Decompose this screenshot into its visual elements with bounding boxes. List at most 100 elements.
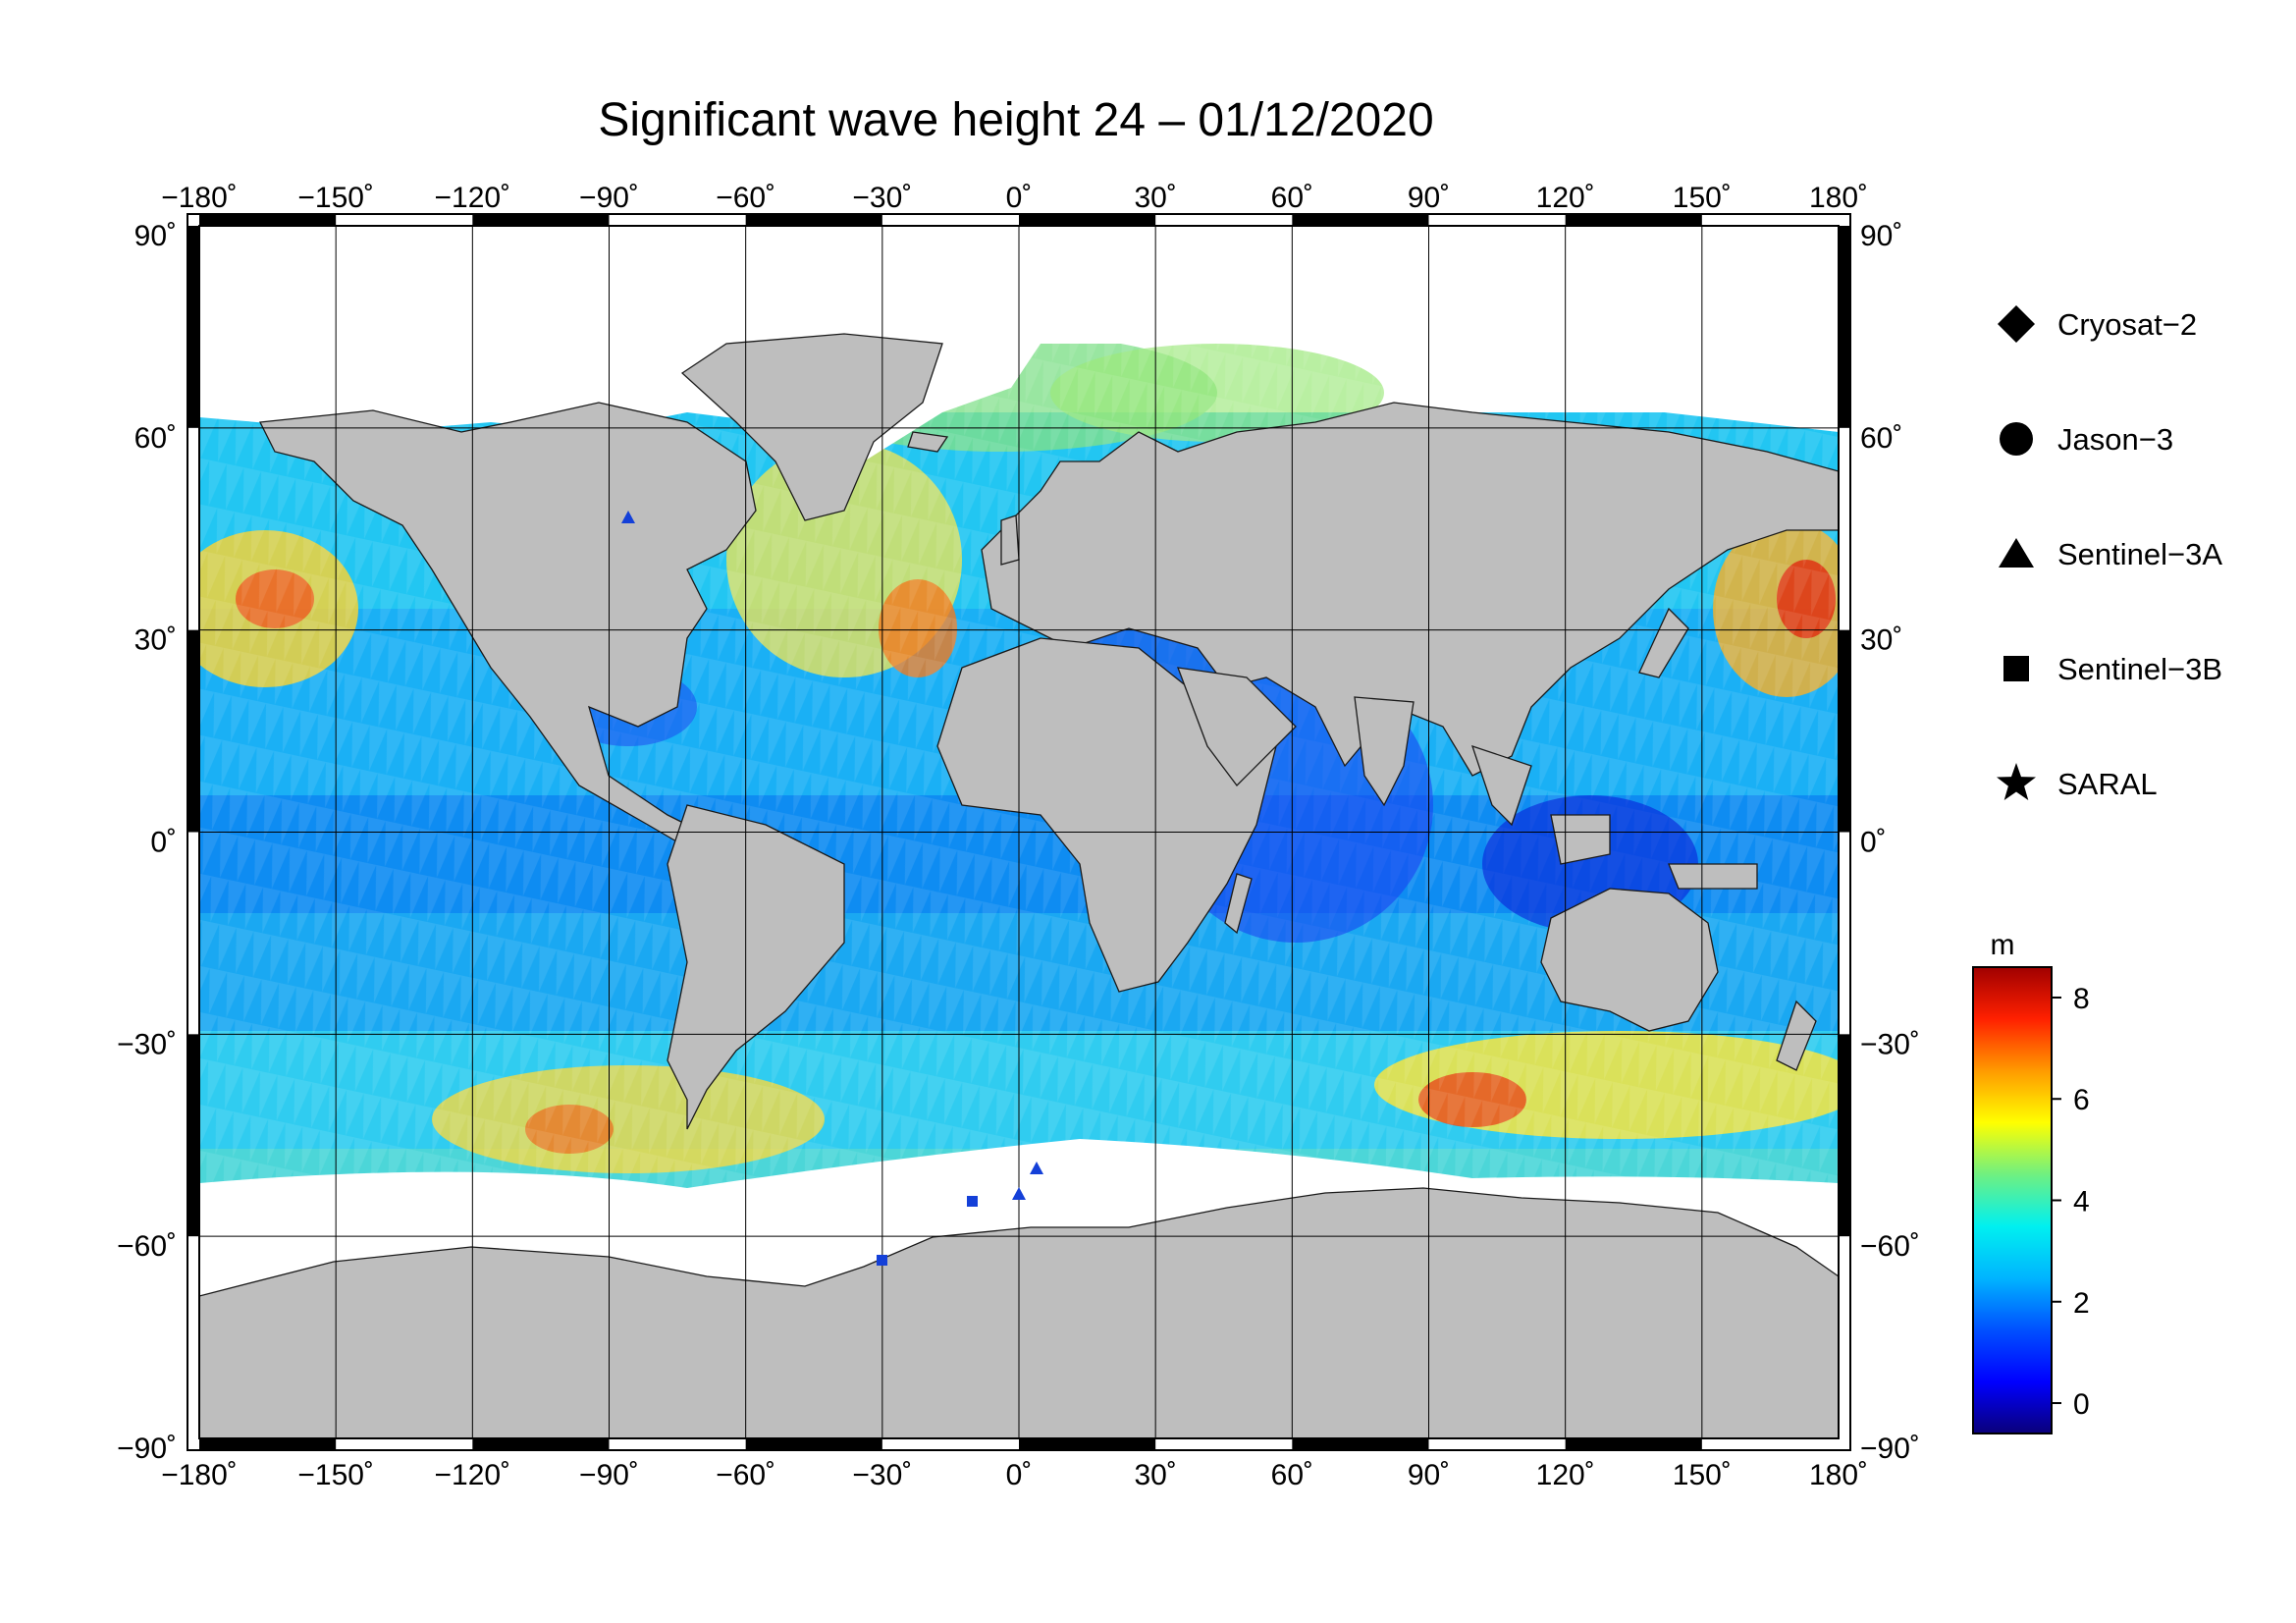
frame-segment <box>1839 1034 1850 1237</box>
longitude-tick-label: −150˚ <box>297 1459 374 1491</box>
frame-segment <box>472 1438 610 1450</box>
longitude-labels-bottom: −180˚ −150˚ −120˚ −90˚ −60˚ −30˚ 0˚ 30˚ 60˚ 90˚ 12… <box>161 1459 1868 1491</box>
longitude-tick-label: −60˚ <box>716 1459 775 1491</box>
frame-segment <box>1292 1438 1429 1450</box>
colorbar-ticks: 0 2 4 6 8 <box>2052 983 2090 1421</box>
latitude-tick-label: 60˚ <box>1860 422 1902 455</box>
longitude-tick-label: −120˚ <box>435 182 511 214</box>
frame-segment <box>745 1438 882 1450</box>
longitude-tick-label: 30˚ <box>1134 182 1176 214</box>
colorbar-tick-label: 6 <box>2073 1084 2090 1116</box>
colorbar: m 0 2 4 6 8 <box>1972 929 2090 1434</box>
frame-segment <box>1565 214 1702 226</box>
africa <box>936 637 1277 993</box>
graticule <box>199 226 1839 1438</box>
legend-item: Cryosat−2 <box>1998 305 2197 343</box>
triangle-marker-icon <box>1999 538 2034 568</box>
new-zealand <box>1776 1000 1817 1071</box>
longitude-tick-label: −150˚ <box>297 182 374 214</box>
frame-segment <box>187 226 199 428</box>
frame-segment <box>1019 214 1156 226</box>
longitude-tick-label: −90˚ <box>579 182 639 214</box>
latitude-tick-label: 0˚ <box>1860 827 1887 859</box>
legend-label: SARAL <box>2057 767 2158 801</box>
colorbar-tick-label: 2 <box>2073 1287 2090 1320</box>
southeast-asia <box>1470 744 1532 827</box>
frame-segment <box>187 1034 199 1237</box>
square-marker-icon <box>2003 656 2029 681</box>
latitude-tick-label: 0˚ <box>150 827 177 859</box>
longitude-tick-label: 30˚ <box>1134 1459 1176 1491</box>
longitude-tick-label: −30˚ <box>852 1459 912 1491</box>
latitude-tick-label: 90˚ <box>1860 220 1902 252</box>
british-isles <box>1000 514 1020 566</box>
latitude-tick-label: −60˚ <box>117 1230 177 1263</box>
frame-segment <box>1019 1438 1156 1450</box>
frame-segment <box>472 214 610 226</box>
longitude-tick-label: 180˚ <box>1809 1459 1868 1491</box>
frame-segment <box>199 214 337 226</box>
longitude-tick-label: 150˚ <box>1673 1459 1732 1491</box>
longitude-tick-label: 150˚ <box>1673 182 1732 214</box>
map-frame <box>187 213 1851 1451</box>
australia <box>1540 888 1719 1032</box>
longitude-tick-label: 180˚ <box>1809 182 1868 214</box>
frame-segment <box>1565 1438 1702 1450</box>
latitude-tick-label: −90˚ <box>117 1433 177 1465</box>
colorbar-unit: m <box>1991 929 2015 961</box>
legend-item: Jason−3 <box>2000 422 2173 457</box>
longitude-tick-label: 0˚ <box>1006 182 1033 214</box>
legend-label: Sentinel−3B <box>2057 652 2222 686</box>
longitude-tick-label: −60˚ <box>716 182 775 214</box>
frame-segment <box>745 214 882 226</box>
frame-segment <box>199 1438 337 1450</box>
latitude-tick-label: 90˚ <box>134 220 177 252</box>
frame-segment <box>187 629 199 833</box>
longitude-tick-label: 60˚ <box>1271 182 1313 214</box>
diamond-marker-icon <box>1998 305 2035 343</box>
longitude-tick-label: −90˚ <box>579 1459 639 1491</box>
longitude-tick-label: −30˚ <box>852 182 912 214</box>
latitude-tick-label: −30˚ <box>1860 1028 1920 1060</box>
arabian-peninsula <box>1177 667 1297 786</box>
india <box>1354 696 1415 807</box>
frame-segment <box>1839 226 1850 428</box>
longitude-tick-label: −180˚ <box>161 1459 238 1491</box>
latitude-tick-label: 30˚ <box>1860 624 1902 657</box>
longitude-tick-label: 90˚ <box>1408 1459 1450 1491</box>
legend-item: SARAL <box>1997 763 2158 801</box>
iceland <box>907 431 949 453</box>
star-marker-icon <box>1997 763 2036 800</box>
latitude-tick-label: −90˚ <box>1860 1433 1920 1465</box>
latitude-labels-right: 90˚ 60˚ 30˚ 0˚ −30˚ −60˚ −90˚ <box>1860 220 1920 1465</box>
south-america <box>667 804 845 1130</box>
latitude-tick-label: 60˚ <box>134 422 177 455</box>
latitude-tick-label: 30˚ <box>134 624 177 657</box>
longitude-tick-label: −180˚ <box>161 182 238 214</box>
legend-item: Sentinel−3B <box>2003 652 2222 686</box>
satellite-observation-markers <box>621 511 1043 1266</box>
legend-label: Sentinel−3A <box>2057 537 2222 571</box>
colorbar-tick-label: 0 <box>2073 1388 2090 1421</box>
latitude-tick-label: −60˚ <box>1860 1230 1920 1263</box>
longitude-tick-label: 120˚ <box>1536 1459 1595 1491</box>
legend-label: Cryosat−2 <box>2057 307 2197 342</box>
latitude-tick-label: −30˚ <box>117 1028 177 1060</box>
satellite-legend: Cryosat−2 Jason−3 Sentinel−3A Sentinel−3B SA… <box>1997 305 2222 801</box>
frame-segment <box>1292 214 1429 226</box>
legend-item: Sentinel−3A <box>1999 537 2222 571</box>
madagascar <box>1224 873 1253 935</box>
longitude-tick-label: −120˚ <box>435 1459 511 1491</box>
longitude-tick-label: 90˚ <box>1408 182 1450 214</box>
map-title: Significant wave height 24 – 01/12/2020 <box>598 94 1433 146</box>
greenland <box>680 333 943 521</box>
latitude-labels-left: 90˚ 60˚ 30˚ 0˚ −30˚ −60˚ −90˚ <box>117 220 177 1465</box>
frame-segment <box>1839 629 1850 833</box>
map-area <box>199 226 1839 1438</box>
longitude-tick-label: 0˚ <box>1006 1459 1033 1491</box>
new-guinea <box>1668 863 1758 890</box>
japan <box>1638 607 1689 678</box>
colorbar-tick-label: 8 <box>2073 983 2090 1015</box>
longitude-tick-label: 60˚ <box>1271 1459 1313 1491</box>
